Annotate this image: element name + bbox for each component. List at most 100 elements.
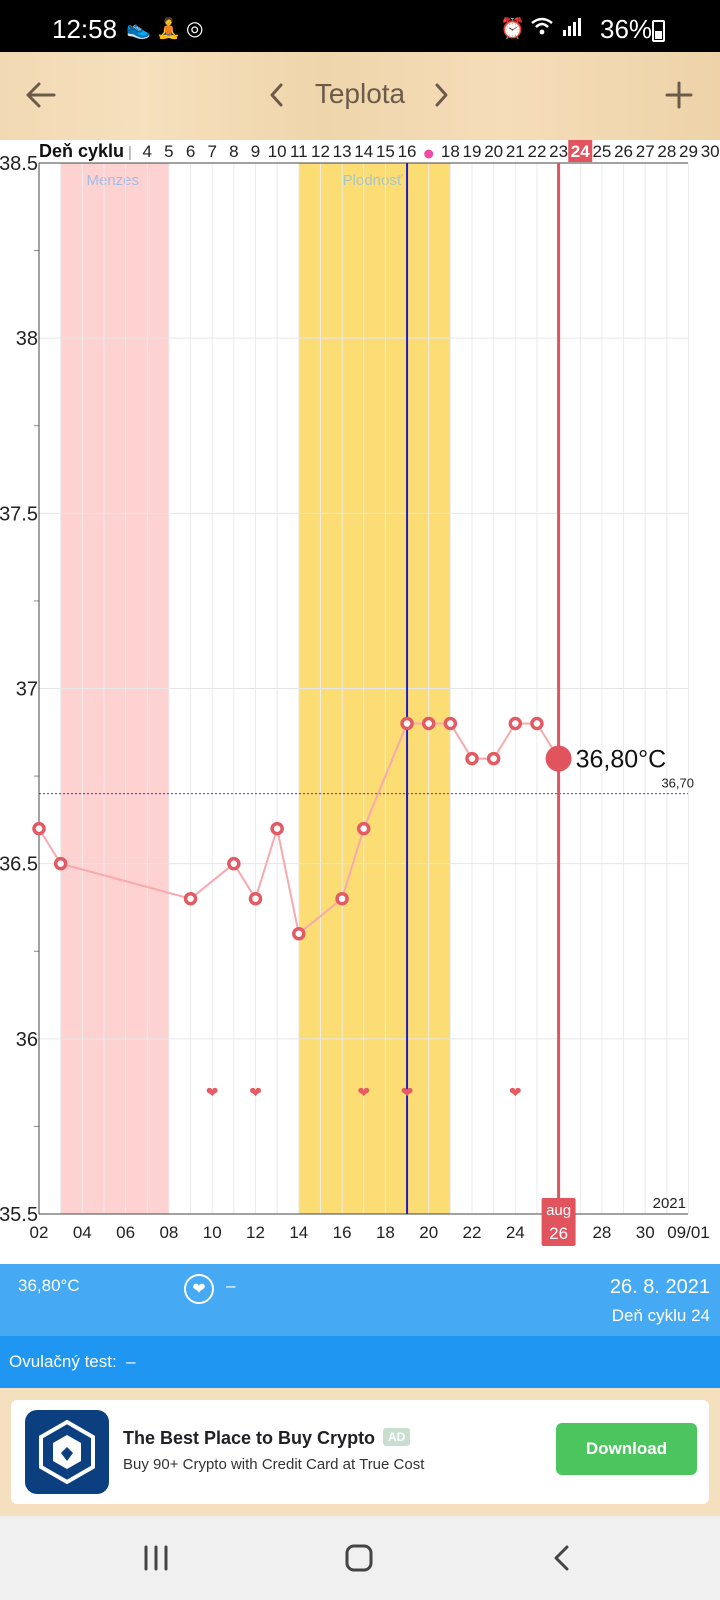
toolbar: Teplota (0, 52, 720, 142)
add-button[interactable] (654, 70, 704, 120)
back-icon (554, 1545, 569, 1571)
temperature-point (530, 716, 544, 731)
selected-temperature-label: 36,80°C (576, 746, 667, 774)
previous-button[interactable] (252, 70, 302, 120)
cycle-day-tick: 8 (229, 142, 238, 161)
target-icon: ◎ (186, 18, 204, 40)
x-tick-label: 02 (30, 1223, 49, 1242)
selected-date-badge (541, 1198, 576, 1246)
cycle-day-tick: 14 (354, 142, 373, 161)
cycle-day-tick: 5 (164, 142, 173, 161)
cycle-day-tick: 4 (143, 142, 152, 161)
y-tick-label: 38 (16, 328, 38, 350)
alarm-icon: ⏰ (500, 18, 525, 40)
cycle-day-tick: 12 (311, 142, 330, 161)
x-tick-label: 10 (203, 1223, 222, 1242)
ovulation-test-bar[interactable]: Ovulačný test: – (0, 1336, 720, 1388)
info-date: 26. 8. 2021 (609, 1276, 710, 1298)
temperature-chart-svg[interactable]: Menzes Plodnosť 35.5 36 36.5 37 37.5 38 38.5 36,7… (0, 140, 720, 1264)
temperature-point (335, 891, 349, 906)
toolbar-title: Teplota (314, 78, 406, 109)
system-nav-bar (0, 1516, 720, 1600)
ad-banner: The Best Place to Buy Crypto AD Buy 90+ … (0, 1388, 720, 1516)
cycle-day-tick: 16 (398, 142, 417, 161)
current-cycle-day: 24 (571, 142, 590, 161)
cycle-day-tick: 6 (186, 142, 195, 161)
cycle-day-tick: 22 (527, 142, 546, 161)
x-tick-label: 08 (159, 1223, 178, 1242)
temperature-point (421, 716, 436, 731)
current-cycle-day-badge (568, 140, 593, 162)
selected-temperature-point (545, 745, 572, 772)
x-tick-label: 18 (376, 1223, 395, 1242)
nav-back-button[interactable] (532, 1536, 592, 1580)
x-tick-label: 14 (289, 1223, 308, 1242)
ad-subtitle: Buy 90+ Crypto with Credit Card at True … (123, 1456, 425, 1473)
cycle-day-tick: 30 (701, 142, 720, 161)
ad-card[interactable]: The Best Place to Buy Crypto AD Buy 90+ … (11, 1400, 709, 1504)
info-temperature: 36,80°C (18, 1276, 80, 1295)
temperature-point (53, 856, 68, 871)
ovulation-test-title: Ovulačný test: (9, 1352, 117, 1371)
cover-line-label: 36,70 (661, 776, 694, 791)
cycle-day-tick: | (128, 144, 132, 161)
ad-download-button[interactable]: Download (556, 1423, 697, 1475)
meditation-icon: 🧘 (156, 18, 181, 40)
year-label: 2021 (653, 1195, 686, 1212)
cycle-day-tick: 27 (636, 142, 655, 161)
x-tick-label: 24 (506, 1223, 525, 1242)
x-tick-label: 22 (463, 1223, 482, 1242)
temperature-point (270, 821, 284, 836)
temperature-point (227, 856, 241, 871)
back-button[interactable] (16, 70, 66, 120)
signal-icon (562, 16, 582, 42)
ovulation-test-value: – (126, 1352, 136, 1371)
chevron-left-icon (270, 83, 283, 107)
recent-apps-icon (144, 1545, 168, 1571)
info-intercourse-value: – (226, 1276, 236, 1295)
temperature-point (443, 716, 458, 731)
cycle-day-tick: 11 (290, 142, 308, 161)
temperature-point (248, 891, 263, 906)
x-tick-label: 06 (116, 1223, 135, 1242)
plus-icon (665, 81, 693, 109)
cycle-day-tick: 19 (463, 142, 482, 161)
cycle-day-tick: 13 (333, 142, 352, 161)
status-time: 12:58 (52, 14, 118, 44)
battery-percentage: 36% (600, 14, 653, 44)
temperature-point (508, 716, 523, 731)
band-label-1: Plodnosť (343, 172, 403, 189)
y-tick-label: 36.5 (0, 854, 38, 876)
y-tick-label: 38.5 (0, 153, 38, 175)
home-button[interactable] (329, 1536, 389, 1580)
day-info-bar[interactable]: 36,80°C ❤ – 26. 8. 2021 Deň cyklu 24 (0, 1264, 720, 1336)
temperature-point (292, 926, 306, 941)
cycle-day-tick: 7 (207, 142, 216, 161)
cycle-day-tick: 9 (251, 142, 260, 161)
x-tick-label: 30 (636, 1223, 655, 1242)
x-tick-label: 09/01 (667, 1223, 710, 1242)
temperature-point (183, 891, 198, 906)
y-tick-label: 36 (16, 1029, 38, 1051)
temperature-chart[interactable]: Menzes Plodnosť 35.5 36 36.5 37 37.5 38 38.5 36,7… (0, 140, 720, 1264)
home-icon (345, 1544, 373, 1572)
x-tick-label: 04 (73, 1223, 92, 1242)
cycle-day-tick: 25 (592, 142, 611, 161)
cycle-day-tick: 26 (614, 142, 633, 161)
cycle-day-tick: 20 (484, 142, 503, 161)
intercourse-heart-icon: ❤ (249, 1084, 262, 1101)
temperature-point (465, 751, 479, 766)
x-tick-label: 12 (246, 1223, 265, 1242)
cycle-day-label: Deň cyklu (39, 141, 124, 161)
cycle-day-tick: 21 (506, 142, 525, 161)
wifi-icon (530, 16, 554, 42)
battery-icon (652, 20, 665, 42)
cycle-day-tick: 23 (549, 142, 568, 161)
cycle-day-tick: 10 (268, 142, 287, 161)
x-tick-label: 28 (592, 1223, 611, 1242)
temperature-point (357, 821, 371, 836)
recent-apps-button[interactable] (126, 1536, 186, 1580)
next-button[interactable] (416, 70, 466, 120)
arrow-left-icon (26, 82, 56, 108)
intercourse-heart-icon: ❤ (401, 1084, 414, 1101)
